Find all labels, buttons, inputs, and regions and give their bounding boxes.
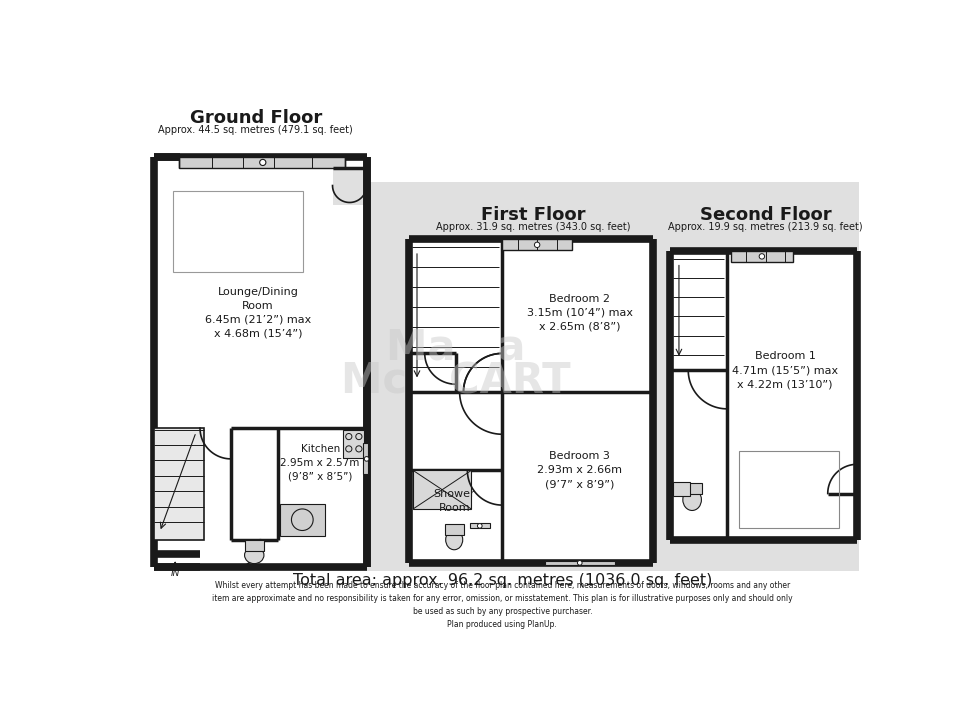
Text: Approx. 44.5 sq. metres (479.1 sq. feet): Approx. 44.5 sq. metres (479.1 sq. feet) — [159, 125, 353, 135]
Text: Mc     CART: Mc CART — [341, 361, 570, 403]
Bar — [413, 243, 651, 560]
Ellipse shape — [446, 530, 463, 550]
Text: Total area: approx. 96.2 sq. metres (1036.0 sq. feet): Total area: approx. 96.2 sq. metres (103… — [293, 573, 711, 588]
Circle shape — [260, 159, 266, 165]
Text: IN: IN — [171, 569, 180, 578]
Bar — [172, 191, 303, 272]
Bar — [672, 482, 690, 496]
Bar — [414, 471, 471, 509]
Bar — [179, 157, 345, 168]
Text: Ma     a: Ma a — [386, 326, 525, 368]
Text: Lounge/Dining
Room
6.45m (21’2”) max
x 4.68m (15’4”): Lounge/Dining Room 6.45m (21’2”) max x 4… — [205, 287, 312, 339]
Bar — [682, 483, 703, 493]
Ellipse shape — [245, 547, 264, 564]
Bar — [154, 428, 204, 540]
Bar — [545, 560, 614, 565]
Text: First Floor: First Floor — [481, 206, 585, 224]
Text: Ground Floor: Ground Floor — [190, 109, 321, 127]
Bar — [165, 182, 858, 570]
Bar — [445, 524, 464, 535]
Bar — [363, 444, 368, 474]
Bar — [154, 554, 200, 567]
Text: Bedroom 2
3.15m (10’4”) max
x 2.65m (8’8”): Bedroom 2 3.15m (10’4”) max x 2.65m (8’8… — [527, 293, 633, 332]
Text: Bedroom 3
2.93m x 2.66m
(9’7” x 8’9”): Bedroom 3 2.93m x 2.66m (9’7” x 8’9”) — [537, 451, 622, 489]
Bar — [343, 430, 364, 458]
Bar — [672, 254, 855, 537]
Text: Shower
Room: Shower Room — [433, 489, 475, 513]
Text: Whilst every attempt has been made to ensure the accuracy of the floor plan cont: Whilst every attempt has been made to en… — [212, 581, 793, 629]
Text: Bedroom 1
4.71m (15’5”) max
x 4.22m (13’10”): Bedroom 1 4.71m (15’5”) max x 4.22m (13’… — [732, 351, 838, 389]
Text: Kitchen
2.95m x 2.57m
(9’8” x 8’5”): Kitchen 2.95m x 2.57m (9’8” x 8’5”) — [280, 444, 360, 482]
Circle shape — [760, 253, 764, 259]
Bar — [731, 251, 793, 262]
Circle shape — [477, 523, 482, 528]
Text: Second Floor: Second Floor — [700, 206, 832, 224]
Text: Approx. 31.9 sq. metres (343.0 sq. feet): Approx. 31.9 sq. metres (343.0 sq. feet) — [436, 222, 630, 232]
Circle shape — [577, 560, 582, 565]
Bar — [280, 503, 324, 536]
Ellipse shape — [683, 489, 702, 511]
Bar — [245, 540, 264, 550]
Bar — [502, 239, 572, 250]
Circle shape — [365, 456, 368, 461]
Bar — [469, 523, 490, 528]
Bar — [157, 160, 364, 564]
Circle shape — [534, 242, 540, 248]
Text: Approx. 19.9 sq. metres (213.9 sq. feet): Approx. 19.9 sq. metres (213.9 sq. feet) — [668, 222, 863, 232]
Bar — [739, 451, 840, 528]
Bar — [333, 168, 367, 205]
